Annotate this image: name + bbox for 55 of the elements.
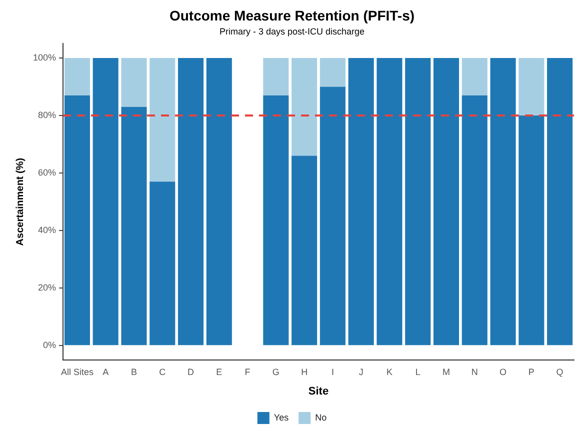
x-tick-label: H xyxy=(301,366,308,377)
x-tick-label: B xyxy=(130,366,137,377)
bar xyxy=(150,58,176,182)
bar xyxy=(178,58,204,346)
x-axis-title: Site xyxy=(308,385,329,398)
bar xyxy=(292,58,318,156)
bar xyxy=(121,106,147,346)
y-axis-title: Ascertainment (%) xyxy=(14,158,26,246)
y-tick-label: 0% xyxy=(43,340,56,350)
bar xyxy=(547,58,573,346)
bar xyxy=(150,182,176,346)
legend-label: No xyxy=(315,412,327,422)
bar xyxy=(320,86,346,346)
x-tick-label: F xyxy=(244,366,251,377)
y-tick-label: 20% xyxy=(38,282,56,293)
x-tick-label: K xyxy=(386,366,392,377)
x-tick-label: Q xyxy=(556,366,564,377)
y-tick-label: 80% xyxy=(38,110,56,120)
bar xyxy=(263,58,289,96)
bar xyxy=(433,58,460,346)
bar xyxy=(263,95,289,346)
x-tick-label: P xyxy=(528,366,534,377)
bar xyxy=(490,58,516,346)
y-tick-label: 40% xyxy=(38,225,56,236)
x-tick-label: C xyxy=(159,366,166,377)
y-tick-label: 100% xyxy=(32,52,56,62)
bar xyxy=(292,156,318,346)
x-tick-label: E xyxy=(216,366,222,377)
x-tick-label: N xyxy=(471,366,478,377)
x-tick-label: J xyxy=(358,366,364,377)
x-tick-label: L xyxy=(415,366,420,377)
x-tick-label: I xyxy=(331,366,334,377)
bar xyxy=(462,95,488,346)
chart-subtitle: Primary - 3 days post-ICU discharge xyxy=(219,26,365,37)
x-tick-label: All Sites xyxy=(60,366,94,377)
chart-title: Outcome Measure Retention (PFIT-s) xyxy=(169,7,415,24)
bar xyxy=(64,95,90,346)
x-tick-label: D xyxy=(188,366,195,377)
x-tick-label: M xyxy=(442,366,450,377)
y-tick-label: 60% xyxy=(38,168,56,178)
bar xyxy=(462,58,488,96)
bar xyxy=(320,58,346,87)
x-tick-label: O xyxy=(500,366,507,377)
bar xyxy=(92,58,118,346)
bar xyxy=(121,58,147,107)
legend-label: Yes xyxy=(274,412,290,422)
x-tick-label: A xyxy=(102,366,109,377)
bar xyxy=(64,58,90,96)
bar xyxy=(518,116,544,346)
bar xyxy=(206,58,232,346)
bar xyxy=(518,58,544,116)
x-tick-label: G xyxy=(272,366,280,377)
bar xyxy=(405,58,431,346)
bar xyxy=(376,58,402,346)
bar xyxy=(348,58,374,346)
